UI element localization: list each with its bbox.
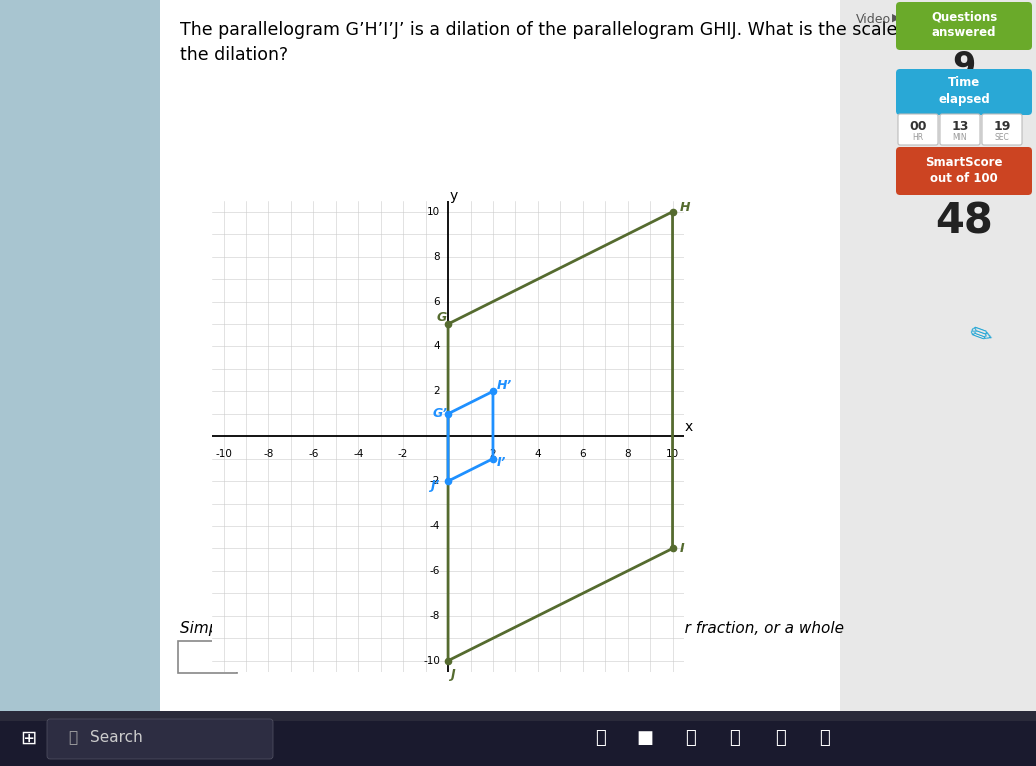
Text: -8: -8	[430, 611, 440, 620]
Text: 13: 13	[951, 120, 969, 133]
Text: x: x	[684, 421, 692, 434]
Text: SEC: SEC	[995, 133, 1009, 142]
Text: G: G	[437, 311, 448, 324]
Text: H’: H’	[496, 379, 512, 392]
Text: -4: -4	[430, 521, 440, 531]
FancyBboxPatch shape	[0, 711, 1036, 766]
Text: 8: 8	[434, 252, 440, 262]
Text: -4: -4	[353, 449, 364, 459]
Text: I’: I’	[496, 456, 506, 469]
Text: Simplify your answer and write it as a proper fraction, an improper fraction, or: Simplify your answer and write it as a p…	[180, 621, 844, 657]
Text: 10: 10	[427, 207, 440, 217]
Text: 🔍: 🔍	[68, 731, 77, 745]
Text: y: y	[450, 189, 458, 203]
Text: 4: 4	[434, 342, 440, 352]
Text: 00: 00	[910, 120, 927, 133]
Text: -6: -6	[430, 566, 440, 576]
Text: HR: HR	[913, 133, 923, 142]
Text: J’: J’	[430, 479, 439, 492]
Text: -10: -10	[424, 656, 440, 666]
Text: 2: 2	[434, 386, 440, 396]
Text: ▶: ▶	[892, 13, 900, 23]
Text: 19: 19	[994, 120, 1011, 133]
Text: -10: -10	[215, 449, 232, 459]
Text: -2: -2	[430, 476, 440, 486]
Text: 🗀: 🗀	[595, 729, 605, 747]
Text: 🔒: 🔒	[819, 729, 831, 747]
Text: SmartScore
out of 100: SmartScore out of 100	[925, 156, 1003, 185]
Text: -6: -6	[308, 449, 319, 459]
Text: Search: Search	[90, 731, 143, 745]
Text: 9: 9	[952, 50, 976, 83]
Text: ■: ■	[636, 729, 654, 747]
Text: 48: 48	[936, 200, 992, 242]
Text: 10: 10	[666, 449, 680, 459]
Text: G’: G’	[432, 408, 448, 421]
Text: 6: 6	[579, 449, 586, 459]
Text: I: I	[680, 542, 684, 555]
Text: Questions
answered: Questions answered	[931, 11, 997, 40]
Text: 2: 2	[490, 449, 496, 459]
Text: ✏: ✏	[965, 319, 996, 353]
Text: J: J	[451, 668, 455, 681]
Text: 🗂: 🗂	[729, 729, 741, 747]
Text: 8: 8	[625, 449, 631, 459]
FancyBboxPatch shape	[160, 0, 840, 711]
FancyBboxPatch shape	[0, 0, 160, 711]
Text: 6: 6	[434, 296, 440, 306]
Text: H: H	[680, 201, 690, 214]
FancyBboxPatch shape	[47, 719, 274, 759]
Text: 4: 4	[535, 449, 541, 459]
Text: -8: -8	[263, 449, 274, 459]
Text: 🌐: 🌐	[685, 729, 695, 747]
Text: Video: Video	[856, 13, 891, 26]
FancyBboxPatch shape	[898, 114, 938, 145]
FancyBboxPatch shape	[840, 0, 1036, 711]
FancyBboxPatch shape	[940, 114, 980, 145]
FancyBboxPatch shape	[896, 2, 1032, 50]
FancyBboxPatch shape	[896, 147, 1032, 195]
FancyBboxPatch shape	[982, 114, 1021, 145]
FancyBboxPatch shape	[178, 641, 237, 673]
Text: 📧: 📧	[775, 729, 785, 747]
FancyBboxPatch shape	[896, 69, 1032, 115]
Text: -2: -2	[398, 449, 408, 459]
Text: ⊞: ⊞	[20, 728, 36, 748]
FancyBboxPatch shape	[0, 711, 1036, 721]
Text: The parallelogram G’H’I’J’ is a dilation of the parallelogram GHIJ. What is the : The parallelogram G’H’I’J’ is a dilation…	[180, 21, 976, 64]
Text: Time
elapsed: Time elapsed	[939, 77, 989, 106]
Text: MIN: MIN	[953, 133, 968, 142]
